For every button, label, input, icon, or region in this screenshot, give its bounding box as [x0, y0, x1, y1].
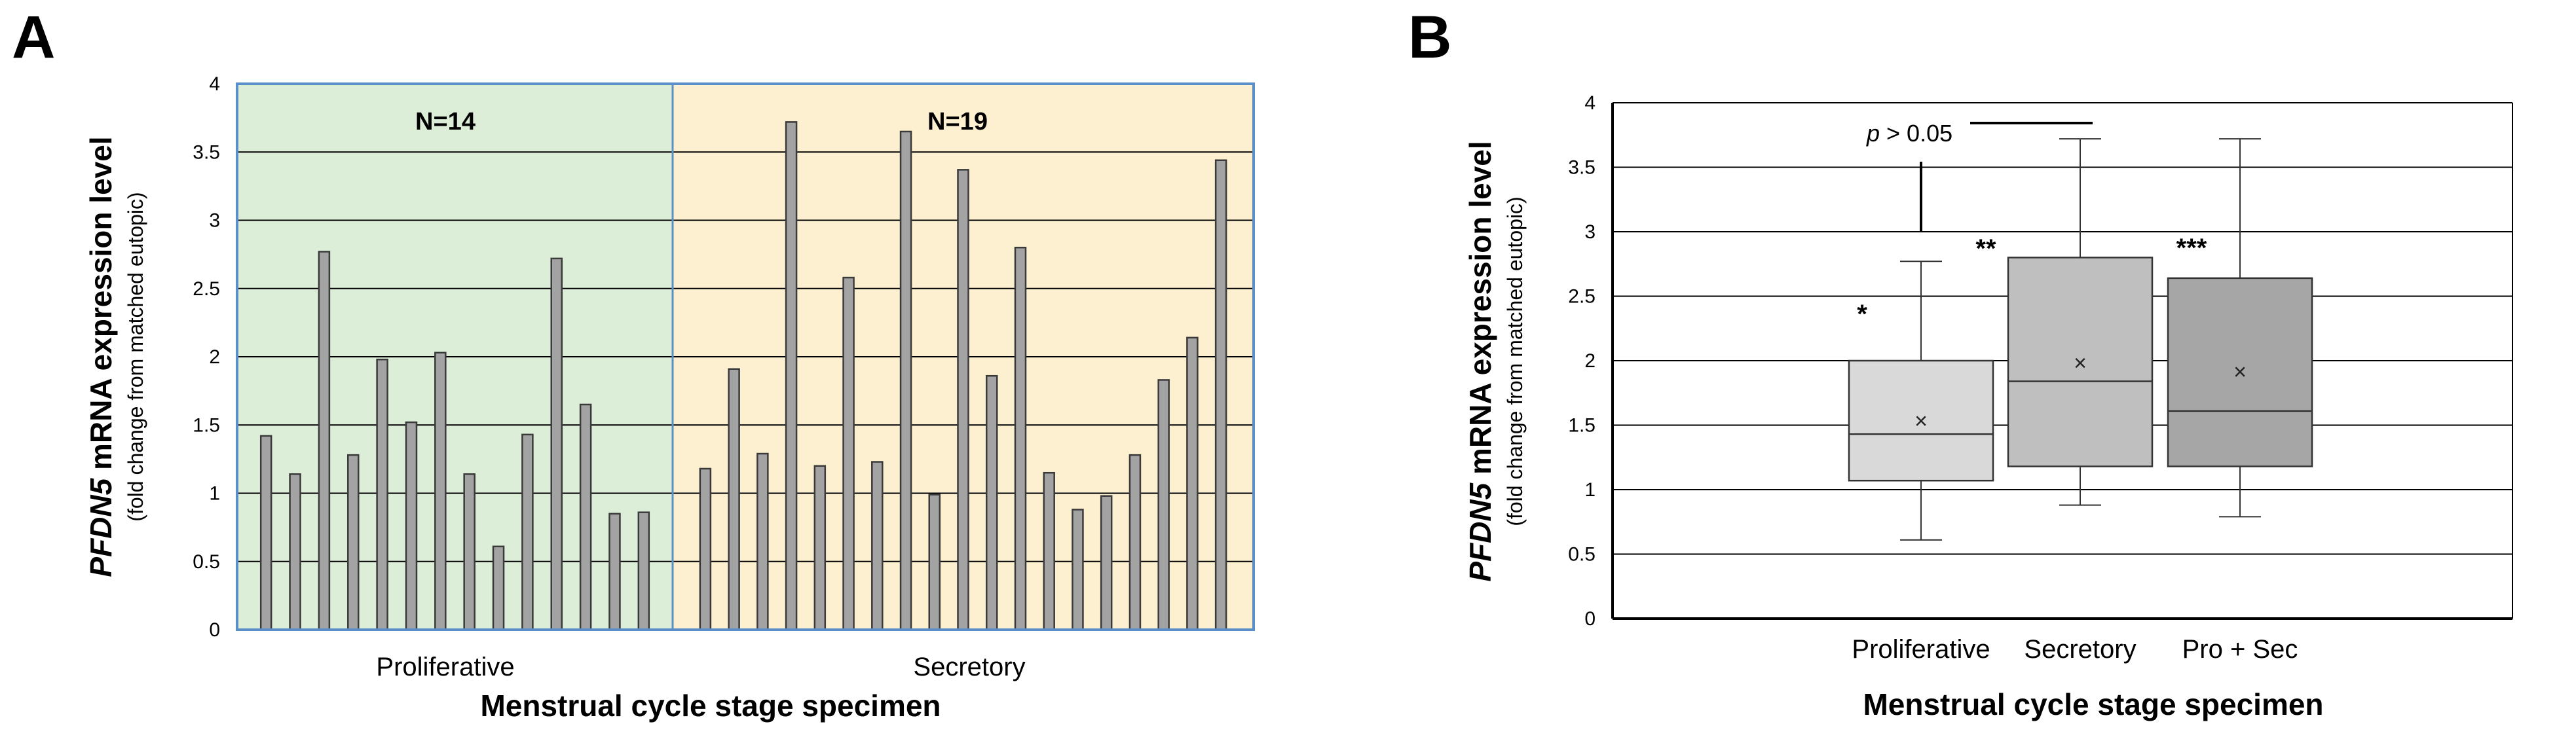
bar-proliferative-12	[579, 403, 592, 631]
panel-b-box-plot: B × * × ** × *** p > 0.05 0 0.5 1 1.5 2 2.5 3 3.5 4 P…	[1408, 4, 2513, 721]
panel-b-y-axis-subtitle: (fold change from matched eutopic)	[1503, 196, 1527, 526]
mean-marker-secretory: ×	[2074, 351, 2087, 376]
bar-secretory-6	[842, 276, 855, 631]
box-secretory	[2007, 257, 2154, 467]
panel-a-y-axis-title: PFDN5 mRNA expression level	[84, 136, 118, 577]
group-label-proliferative: Proliferative	[376, 653, 514, 681]
bar-secretory-16	[1129, 454, 1142, 631]
panel-a-gridlines	[237, 83, 1254, 630]
y-tick-label: 0	[209, 619, 220, 641]
significance-marker-proliferative: *	[1857, 300, 1867, 329]
mean-marker-proliferative: ×	[1914, 409, 1928, 434]
bar-secretory-15	[1100, 495, 1113, 631]
panel-b-label: B	[1408, 4, 1451, 71]
y-tick-label: 4	[1584, 92, 1596, 114]
bar-proliferative-5	[376, 358, 388, 631]
group-label-secretory: Secretory	[913, 653, 1025, 681]
panel-a-x-axis-title: Menstrual cycle stage specimen	[480, 689, 941, 723]
significance-marker-secretory: **	[1975, 234, 1996, 263]
y-tick-label: 1.5	[193, 414, 220, 436]
y-tick-label: 3.5	[1568, 157, 1596, 179]
y-tick-label: 2	[209, 346, 220, 368]
panel-a-y-tick-labels: 0 0.5 1 1.5 2 2.5 3 3.5 4	[193, 73, 220, 641]
y-tick-label: 1	[1584, 479, 1596, 501]
bar-proliferative-14	[637, 511, 650, 631]
y-tick-label: 2.5	[193, 278, 220, 300]
bar-secretory-1	[699, 467, 712, 631]
panel-b-y-tick-labels: 0 0.5 1 1.5 2 2.5 3 3.5 4	[1568, 92, 1596, 630]
bar-secretory-2	[728, 368, 740, 631]
bar-proliferative-11	[550, 257, 563, 631]
panel-a-bar-chart: A 0 0.5 1 1.5 2 2.5 3 3.5 4 N=14 N=19 Proliferat…	[12, 4, 1255, 723]
bar-secretory-4	[785, 121, 798, 631]
panel-b-x-tick-labels: Proliferative Secretory Pro + Sec	[1852, 635, 2298, 664]
bar-secretory-11	[985, 374, 998, 631]
bar-proliferative-1	[259, 435, 272, 631]
box-pro-sec	[2167, 277, 2313, 467]
x-tick-label-secretory: Secretory	[2024, 635, 2136, 664]
bar-secretory-13	[1043, 471, 1055, 631]
y-tick-label: 2.5	[1568, 286, 1596, 308]
panel-b-gridlines	[1613, 102, 2512, 620]
panel-b-y-axis-title: PFDN5 mRNA expression level	[1463, 141, 1497, 581]
bar-secretory-19	[1214, 159, 1227, 631]
x-tick-label-proliferative: Proliferative	[1852, 635, 1990, 664]
y-tick-label: 3.5	[193, 141, 220, 163]
bar-proliferative-8	[463, 473, 476, 631]
n-label-proliferative: N=14	[415, 108, 476, 136]
bar-secretory-12	[1014, 246, 1027, 631]
p-value-annotation: p > 0.05	[1866, 120, 1952, 147]
bar-secretory-8	[899, 130, 912, 631]
bar-proliferative-6	[405, 421, 418, 631]
bar-secretory-18	[1186, 336, 1199, 631]
bar-secretory-9	[928, 494, 941, 631]
y-tick-label: 1	[209, 483, 220, 505]
bar-secretory-17	[1157, 379, 1170, 631]
box-proliferative	[1848, 359, 1994, 482]
bar-secretory-7	[871, 461, 884, 631]
panel-a-plot-frame	[236, 82, 1255, 631]
bar-secretory-10	[957, 169, 969, 631]
panel-b-x-axis-title: Menstrual cycle stage specimen	[1863, 687, 2323, 721]
y-tick-label: 3	[209, 210, 220, 232]
bar-proliferative-7	[434, 352, 447, 631]
y-tick-label: 0.5	[1568, 544, 1596, 566]
bar-proliferative-3	[318, 251, 331, 631]
panel-a-label: A	[12, 4, 55, 71]
bar-proliferative-10	[521, 433, 534, 631]
y-tick-label: 1.5	[1568, 415, 1596, 437]
panel-a-y-axis-subtitle: (fold change from matched eutopic)	[124, 192, 147, 521]
bar-secretory-14	[1072, 509, 1084, 631]
mean-marker-pro-sec: ×	[2233, 360, 2247, 385]
bar-secretory-3	[756, 452, 769, 631]
y-tick-label: 2	[1584, 350, 1596, 372]
y-tick-label: 4	[209, 73, 220, 95]
y-tick-label: 0	[1584, 608, 1596, 630]
significance-marker-pro-sec: ***	[2176, 234, 2207, 262]
bar-secretory-5	[813, 465, 827, 631]
y-tick-label: 3	[1584, 221, 1596, 243]
panel-b-boxes: × * × ** × ***	[1848, 138, 2313, 541]
y-tick-label: 0.5	[193, 551, 220, 573]
bar-proliferative-4	[347, 454, 360, 631]
x-tick-label-pro-sec: Pro + Sec	[2182, 635, 2298, 664]
bar-proliferative-9	[492, 545, 505, 631]
panel-a-bars	[259, 121, 1227, 631]
bar-proliferative-13	[608, 513, 621, 631]
n-label-secretory: N=19	[927, 108, 988, 136]
bar-proliferative-2	[289, 473, 301, 631]
